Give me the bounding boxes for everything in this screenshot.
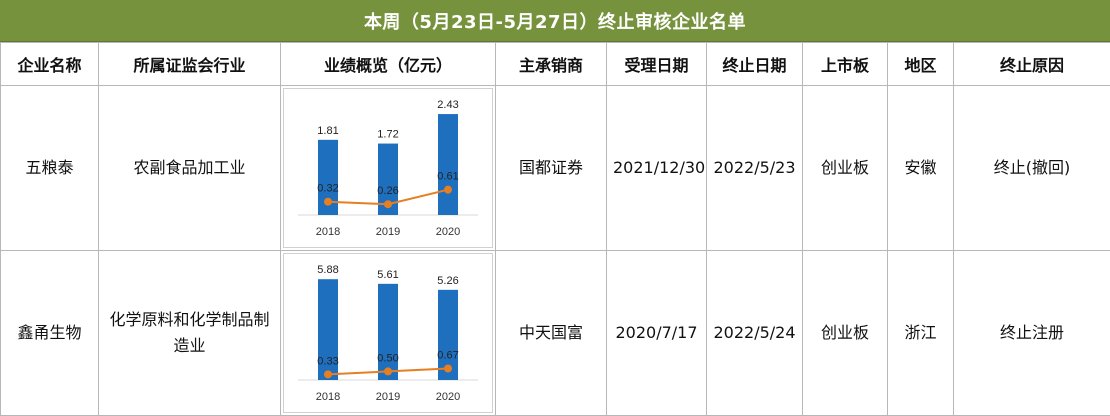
performance-chart-svg: 5.88 2018 5.61 2019 5.26 2020 0.33 0.50 0.67 (284, 254, 491, 410)
underwriter: 国都证券 (496, 155, 606, 181)
line-point (324, 370, 332, 378)
line-point (324, 198, 332, 206)
table-row: 五粮泰 农副食品加工业 1.81 2018 1.72 2019 2.43 2020 0.32… (1, 86, 1110, 251)
line-point (384, 367, 392, 375)
company-name: 五粮泰 (1, 155, 98, 181)
line-point (444, 365, 452, 373)
bar-value-label: 5.88 (317, 264, 338, 276)
board-cell: 创业板 (803, 86, 888, 251)
underwriter-cell: 中天国富 (496, 251, 607, 416)
region: 浙江 (888, 320, 953, 346)
line-value-label: 0.61 (437, 171, 458, 183)
x-tick-label: 2020 (436, 226, 460, 238)
header-row: 企业名称 所属证监会行业 业绩概览（亿元） 主承销商 受理日期 终止日期 上市板… (1, 43, 1110, 86)
reason-cell: 终止注册 (954, 251, 1110, 416)
bar-value-label: 5.61 (377, 269, 398, 281)
x-tick-label: 2018 (316, 226, 340, 238)
underwriter-cell: 国都证券 (496, 86, 607, 251)
performance-chart-cell: 5.88 2018 5.61 2019 5.26 2020 0.33 0.50 0.67 (281, 251, 496, 416)
industry-cell: 农副食品加工业 (99, 86, 281, 251)
region-cell: 安徽 (888, 86, 954, 251)
company-name-cell: 五粮泰 (1, 86, 99, 251)
bar (378, 284, 398, 380)
region-cell: 浙江 (888, 251, 954, 416)
col-header-board: 上市板 (803, 43, 888, 86)
bar (438, 114, 458, 215)
line-value-label: 0.32 (317, 183, 338, 195)
line-point (444, 186, 452, 194)
line-value-label: 0.67 (437, 350, 458, 362)
bar-value-label: 2.43 (437, 99, 458, 111)
line-point (384, 200, 392, 208)
accept-date: 2021/12/30 (607, 155, 706, 181)
underwriter: 中天国富 (496, 320, 606, 346)
col-header-underwriter: 主承销商 (496, 43, 607, 86)
company-name-cell: 鑫甬生物 (1, 251, 99, 416)
performance-chart: 5.88 2018 5.61 2019 5.26 2020 0.33 0.50 0.67 (283, 253, 493, 413)
line-value-label: 0.26 (377, 185, 398, 197)
reason-cell: 终止(撤回) (954, 86, 1110, 251)
termination-reason: 终止注册 (954, 320, 1110, 346)
col-header-terminate-date: 终止日期 (707, 43, 803, 86)
performance-chart: 1.81 2018 1.72 2019 2.43 2020 0.32 0.26 0.61 (283, 88, 493, 248)
bar-value-label: 1.81 (317, 125, 338, 137)
table-row: 鑫甬生物 化学原料和化学制品制造业 5.88 2018 5.61 2019 5.26 20… (1, 251, 1110, 416)
company-name: 鑫甬生物 (1, 320, 98, 346)
line-value-label: 0.33 (317, 355, 338, 367)
terminated-companies-table: 企业名称 所属证监会行业 业绩概览（亿元） 主承销商 受理日期 终止日期 上市板… (0, 42, 1110, 416)
listing-board: 创业板 (803, 320, 887, 346)
industry: 农副食品加工业 (99, 155, 280, 181)
col-header-accept-date: 受理日期 (607, 43, 707, 86)
col-header-company: 企业名称 (1, 43, 99, 86)
accept-date-cell: 2020/7/17 (607, 251, 707, 416)
region: 安徽 (888, 155, 953, 181)
termination-reason: 终止(撤回) (954, 155, 1110, 181)
terminate-date: 2022/5/24 (707, 320, 802, 346)
x-tick-label: 2019 (376, 226, 400, 238)
industry-cell: 化学原料和化学制品制造业 (99, 251, 281, 416)
line-value-label: 0.50 (377, 352, 398, 364)
industry: 化学原料和化学制品制造业 (99, 307, 280, 359)
performance-chart-cell: 1.81 2018 1.72 2019 2.43 2020 0.32 0.26 0.61 (281, 86, 496, 251)
accept-date-cell: 2021/12/30 (607, 86, 707, 251)
x-tick-label: 2019 (376, 391, 400, 403)
terminate-date: 2022/5/23 (707, 155, 802, 181)
col-header-performance: 业绩概览（亿元） (281, 43, 496, 86)
col-header-industry: 所属证监会行业 (99, 43, 281, 86)
board-cell: 创业板 (803, 251, 888, 416)
terminate-date-cell: 2022/5/23 (707, 86, 803, 251)
performance-chart-svg: 1.81 2018 1.72 2019 2.43 2020 0.32 0.26 0.61 (284, 89, 491, 245)
col-header-region: 地区 (888, 43, 954, 86)
page-title: 本周（5月23日-5月27日）终止审核企业名单 (0, 0, 1110, 42)
col-header-reason: 终止原因 (954, 43, 1110, 86)
accept-date: 2020/7/17 (607, 320, 706, 346)
bar-value-label: 1.72 (377, 129, 398, 141)
terminate-date-cell: 2022/5/24 (707, 251, 803, 416)
bar-value-label: 5.26 (437, 275, 458, 287)
x-tick-label: 2018 (316, 391, 340, 403)
listing-board: 创业板 (803, 155, 887, 181)
x-tick-label: 2020 (436, 391, 460, 403)
